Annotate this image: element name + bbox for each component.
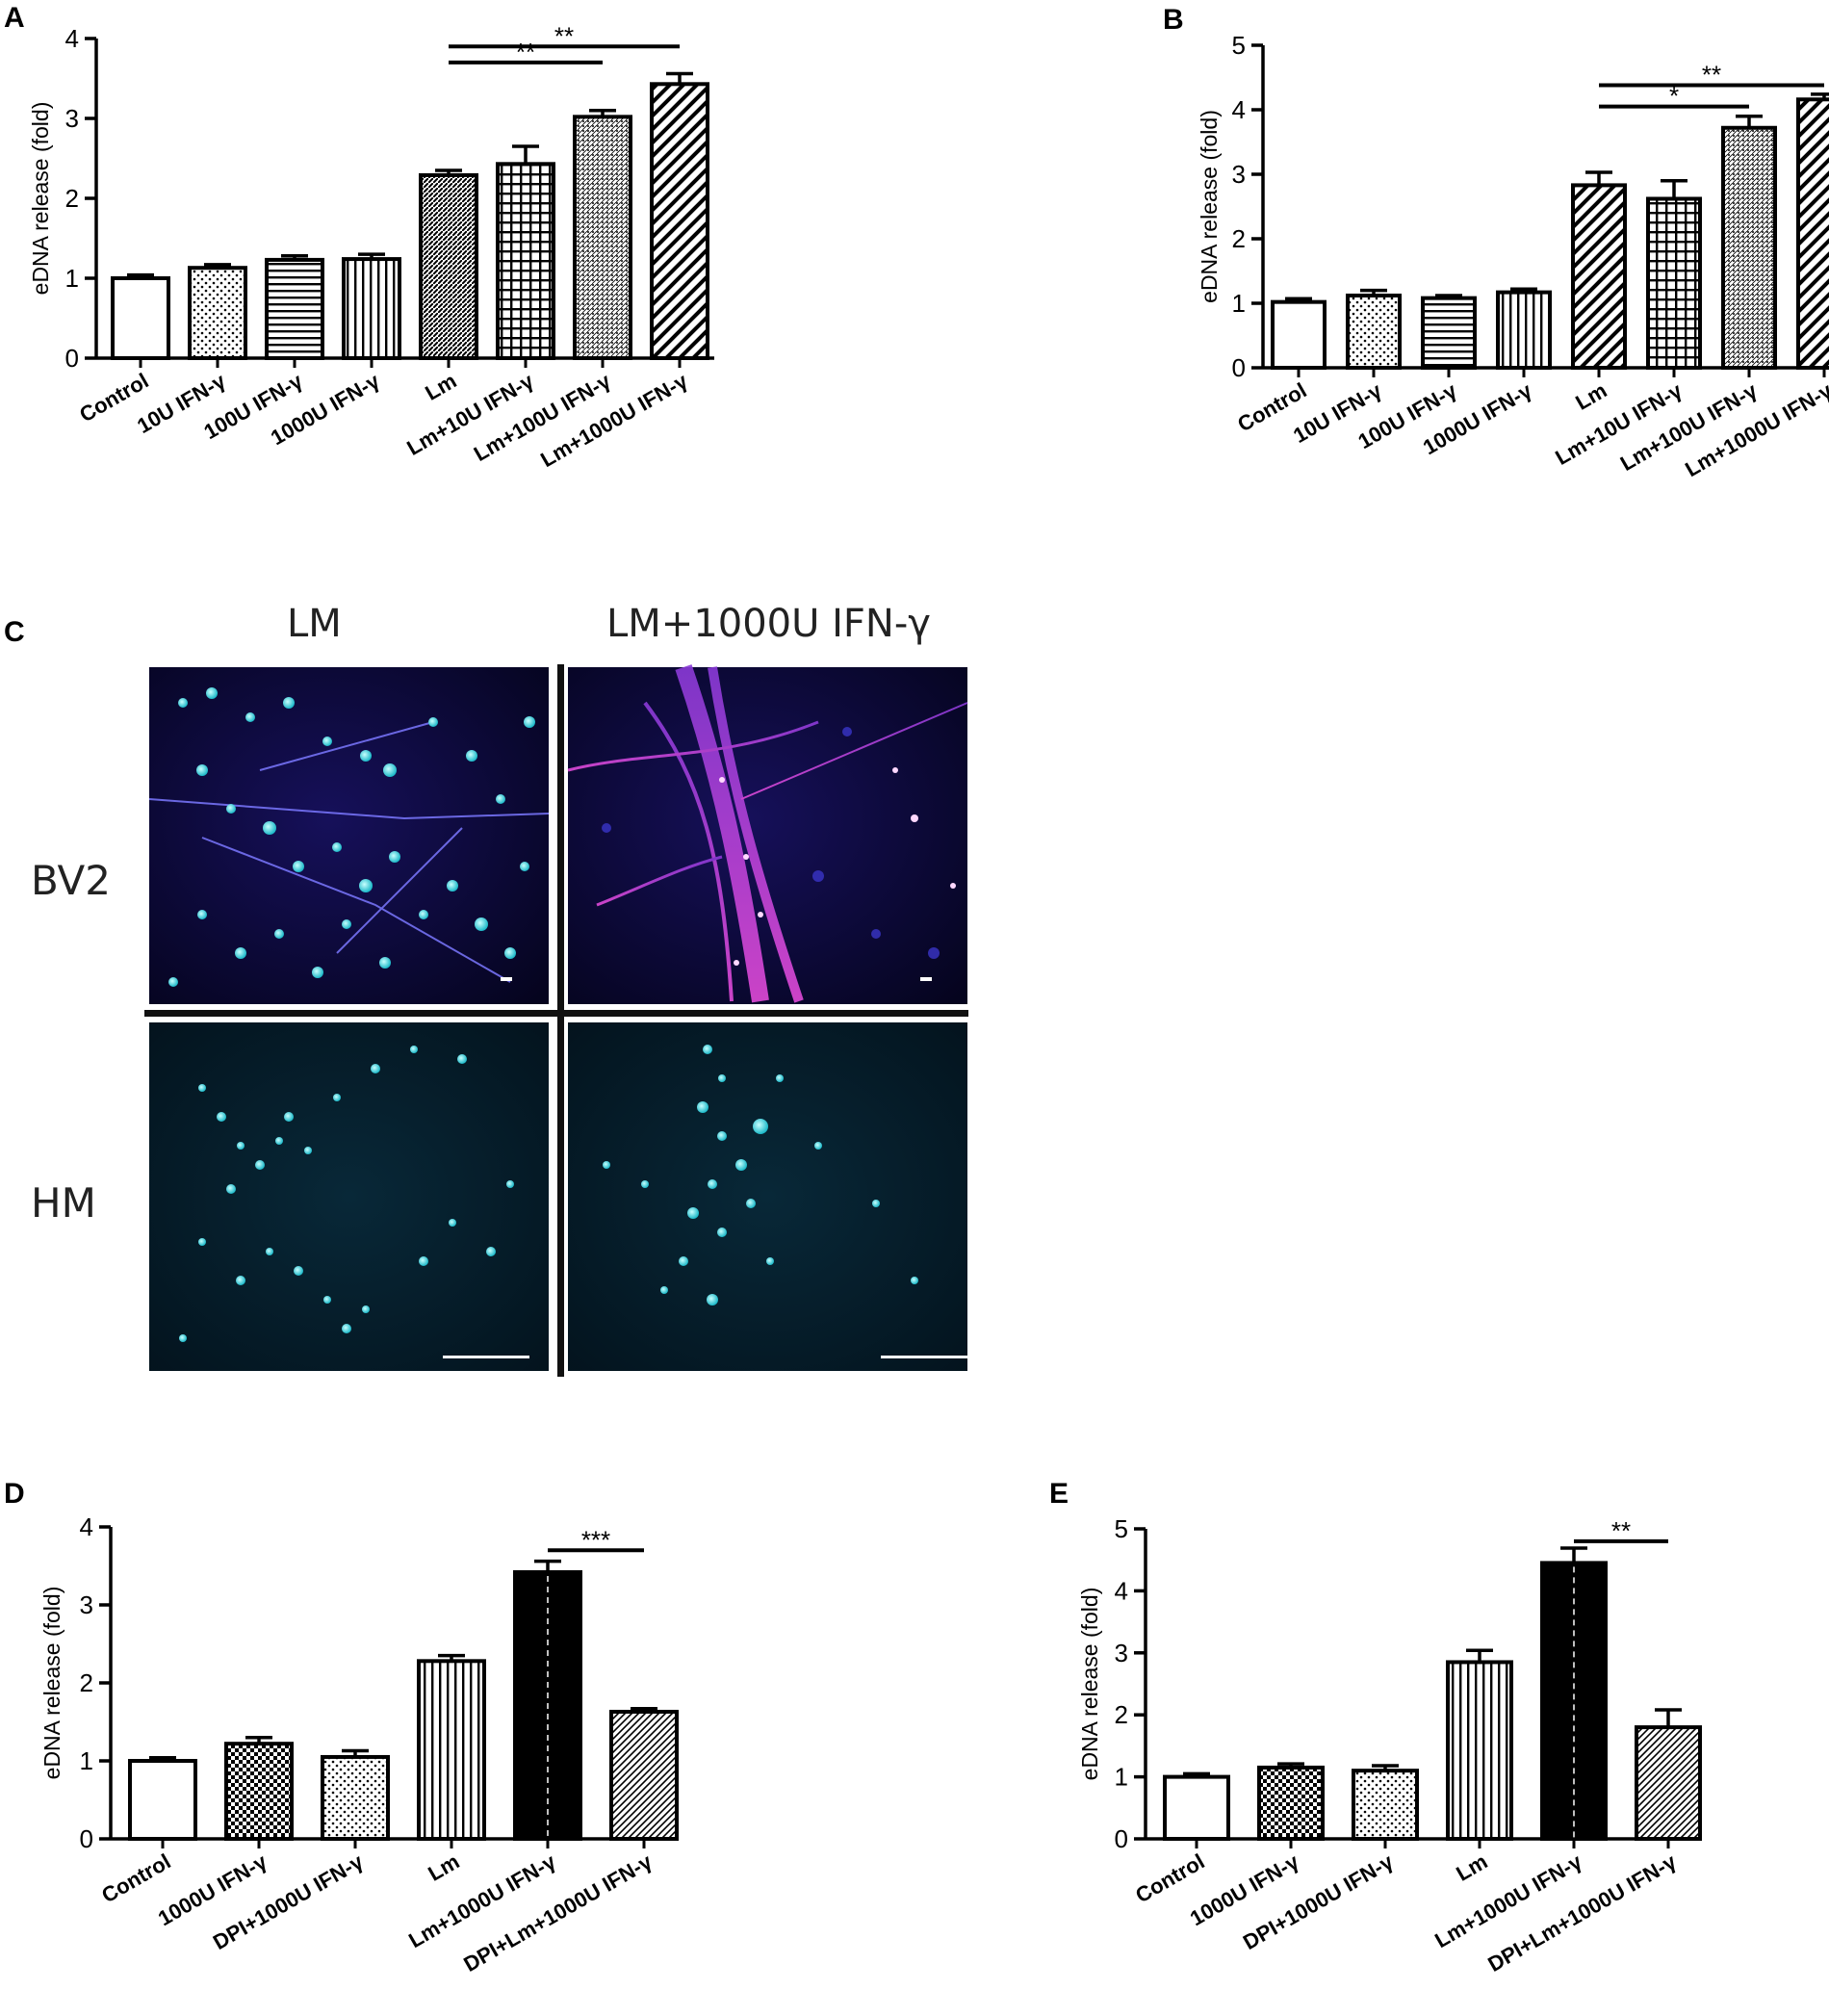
y-tick-label: 3 xyxy=(80,1590,93,1619)
bar xyxy=(650,82,709,360)
y-axis-label: eDNA release (fold) xyxy=(28,102,53,296)
y-tick-label: 1 xyxy=(65,264,79,293)
micrograph-bv2-lm xyxy=(149,667,549,1004)
bar xyxy=(188,266,247,360)
micrograph-col-label-lm: LM xyxy=(287,602,342,646)
bar xyxy=(111,276,170,360)
y-tick-label: 4 xyxy=(1232,95,1246,124)
panel-letter-c: C xyxy=(4,616,25,648)
y-tick-label: 5 xyxy=(1232,31,1246,60)
bar xyxy=(1635,1725,1702,1841)
y-tick-label: 2 xyxy=(1115,1700,1128,1729)
y-tick-label: 5 xyxy=(1115,1514,1128,1543)
y-tick-label: 3 xyxy=(1115,1639,1128,1667)
y-tick-label: 0 xyxy=(65,344,79,373)
bar xyxy=(1346,293,1402,370)
y-tick-label: 0 xyxy=(80,1824,93,1853)
y-axis-label: eDNA release (fold) xyxy=(1197,110,1222,303)
y-tick-label: 0 xyxy=(1115,1824,1128,1853)
significance-label: *** xyxy=(581,1525,610,1554)
y-tick-label: 1 xyxy=(1232,289,1246,318)
micrograph-hm-lm xyxy=(149,1022,549,1371)
x-tick-label: Control xyxy=(1131,1849,1208,1908)
bar xyxy=(342,257,401,360)
bar xyxy=(496,162,555,360)
bar xyxy=(417,1659,486,1841)
x-tick-label: Lm xyxy=(421,369,460,405)
bar xyxy=(1257,1765,1325,1841)
bar xyxy=(1646,196,1702,370)
x-tick-label: Lm xyxy=(424,1849,463,1886)
y-tick-label: 1 xyxy=(80,1746,93,1775)
micrograph-col-label-lm-ifn: LM+1000U IFN-γ xyxy=(606,602,931,646)
bar xyxy=(1446,1660,1513,1841)
bar xyxy=(1271,299,1327,370)
y-axis-label: eDNA release (fold) xyxy=(39,1587,64,1780)
x-tick-label: Control xyxy=(97,1849,174,1908)
y-axis-label: eDNA release (fold) xyxy=(1077,1588,1102,1781)
y-tick-label: 2 xyxy=(65,184,79,213)
y-tick-label: 4 xyxy=(65,24,79,53)
significance-label: ** xyxy=(554,21,574,50)
bar xyxy=(1721,125,1777,370)
y-tick-label: 2 xyxy=(1232,224,1246,253)
y-tick-label: 0 xyxy=(1232,353,1246,382)
bar xyxy=(1496,290,1552,370)
x-tick-label: Lm xyxy=(1571,378,1610,415)
micrograph-bv2-lm-ifn xyxy=(568,667,967,1004)
panel-letter-a: A xyxy=(4,2,25,34)
bar xyxy=(573,115,632,360)
y-tick-label: 3 xyxy=(1232,160,1246,189)
x-tick-label: Lm xyxy=(1452,1849,1491,1886)
panel-letter-d: D xyxy=(4,1478,25,1510)
micrograph-hm-lm-ifn xyxy=(568,1022,967,1371)
bar xyxy=(1421,296,1477,371)
y-tick-label: 3 xyxy=(65,104,79,133)
bar xyxy=(1163,1774,1230,1842)
significance-label: ** xyxy=(1611,1516,1631,1545)
micrograph-row-label-hm: HM xyxy=(31,1179,96,1227)
y-tick-label: 1 xyxy=(1115,1763,1128,1792)
bar xyxy=(265,257,324,360)
bar xyxy=(1352,1769,1419,1841)
bar xyxy=(128,1759,197,1841)
bar xyxy=(321,1754,390,1842)
bar xyxy=(609,1709,679,1841)
significance-label: ** xyxy=(516,38,535,66)
y-tick-label: 4 xyxy=(80,1512,93,1541)
panel-letter-e: E xyxy=(1049,1478,1069,1510)
y-tick-label: 2 xyxy=(80,1668,93,1697)
panel-letter-b: B xyxy=(1163,4,1184,36)
micrograph-row-label-bv2: BV2 xyxy=(31,857,111,904)
y-tick-label: 4 xyxy=(1115,1576,1128,1605)
significance-label: ** xyxy=(1702,61,1721,90)
significance-label: * xyxy=(1669,82,1679,111)
bar xyxy=(1796,97,1829,370)
bar xyxy=(419,172,478,360)
bar xyxy=(224,1742,294,1841)
bar xyxy=(1571,183,1627,370)
micrograph-grid xyxy=(144,664,968,1377)
